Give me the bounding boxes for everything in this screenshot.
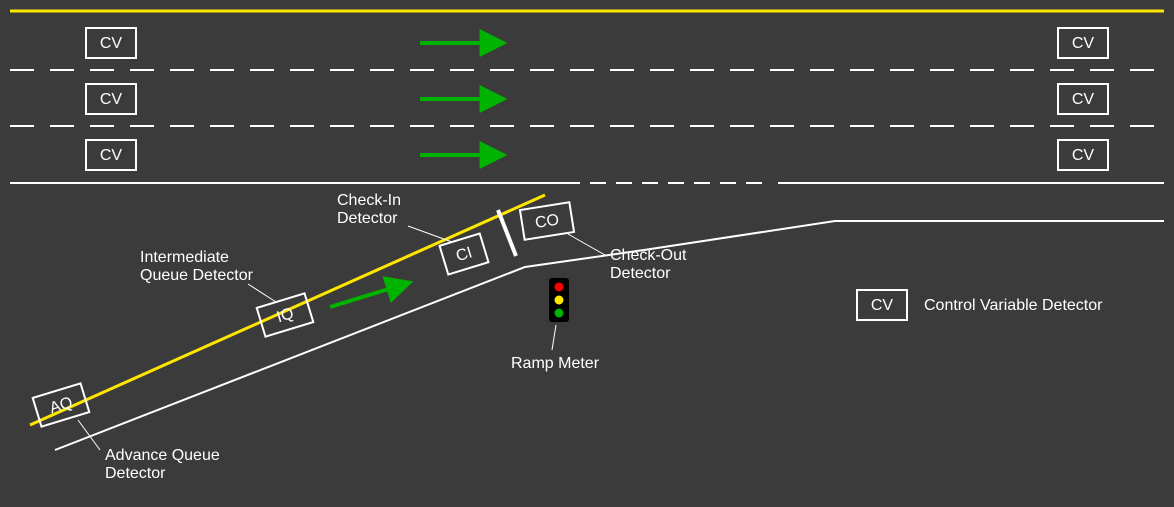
ramp-meter-icon — [549, 278, 569, 322]
legend-label: Control Variable Detector — [924, 297, 1103, 314]
svg-text:CV: CV — [100, 147, 123, 164]
svg-text:CV: CV — [1072, 147, 1095, 164]
svg-text:CV: CV — [100, 91, 123, 108]
svg-text:CV: CV — [1072, 35, 1095, 52]
svg-text:CV: CV — [1072, 91, 1095, 108]
svg-text:CV: CV — [100, 35, 123, 52]
svg-text:CV: CV — [871, 297, 894, 314]
checkin-label: Check-InDetector — [337, 192, 401, 227]
ramp-meter-label: Ramp Meter — [511, 355, 600, 372]
